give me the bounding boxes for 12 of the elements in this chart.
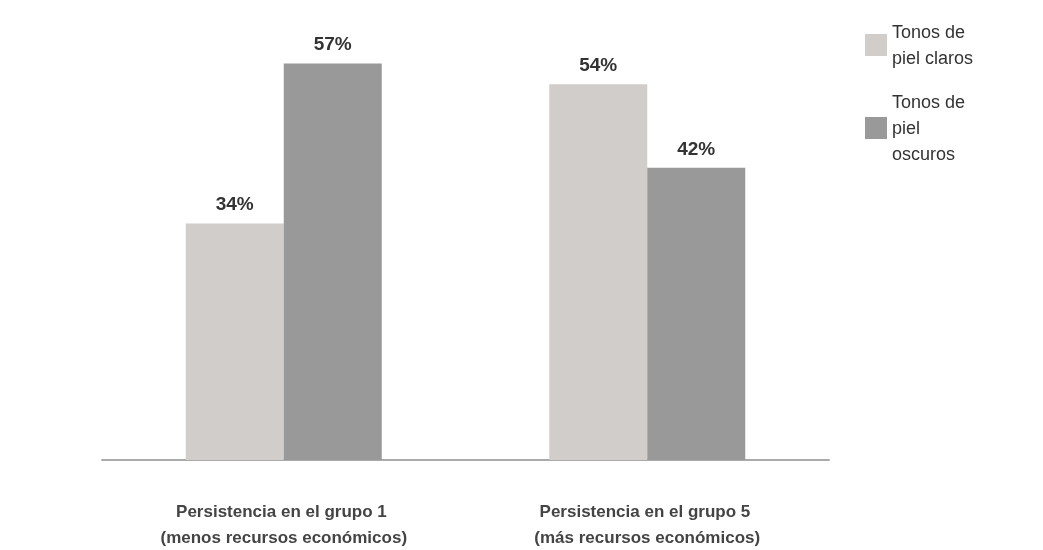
- bar: [185, 223, 284, 460]
- legend-label: Tonos de piel claros: [892, 22, 974, 68]
- x-tick-label: Persistencia en el grupo 5 (más recursos económicos): [534, 501, 761, 547]
- data-label: 57%: [313, 33, 352, 55]
- data-label: 34%: [215, 193, 254, 215]
- bar: [647, 167, 746, 460]
- legend-label: Tonos de piel oscuros: [892, 92, 971, 164]
- bar: [549, 84, 648, 460]
- x-tick-label: Persistencia en el grupo 1 (menos recursos económicos): [160, 501, 408, 547]
- data-label: 54%: [579, 54, 618, 76]
- data-label: 42%: [677, 137, 716, 159]
- bar: [283, 63, 382, 460]
